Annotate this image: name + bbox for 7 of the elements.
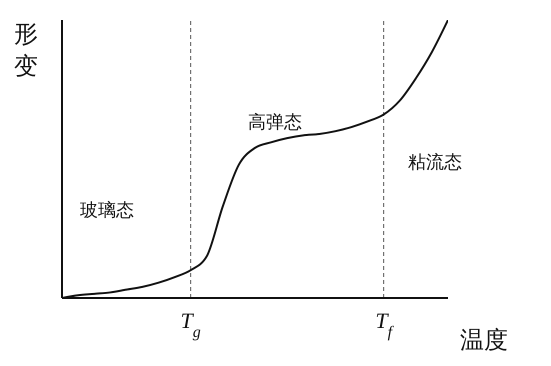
x-axis-title: 温度 — [460, 325, 508, 356]
x-tick-label: T$_{g}$ — [180, 308, 201, 340]
annotation: 高弹态 — [248, 111, 302, 134]
x-tick-label: T$_{f}$ — [375, 308, 395, 340]
annotation: 粘流态 — [408, 151, 462, 174]
y-axis-title: 形变 — [13, 19, 39, 82]
annotation: 玻璃态 — [80, 199, 134, 222]
